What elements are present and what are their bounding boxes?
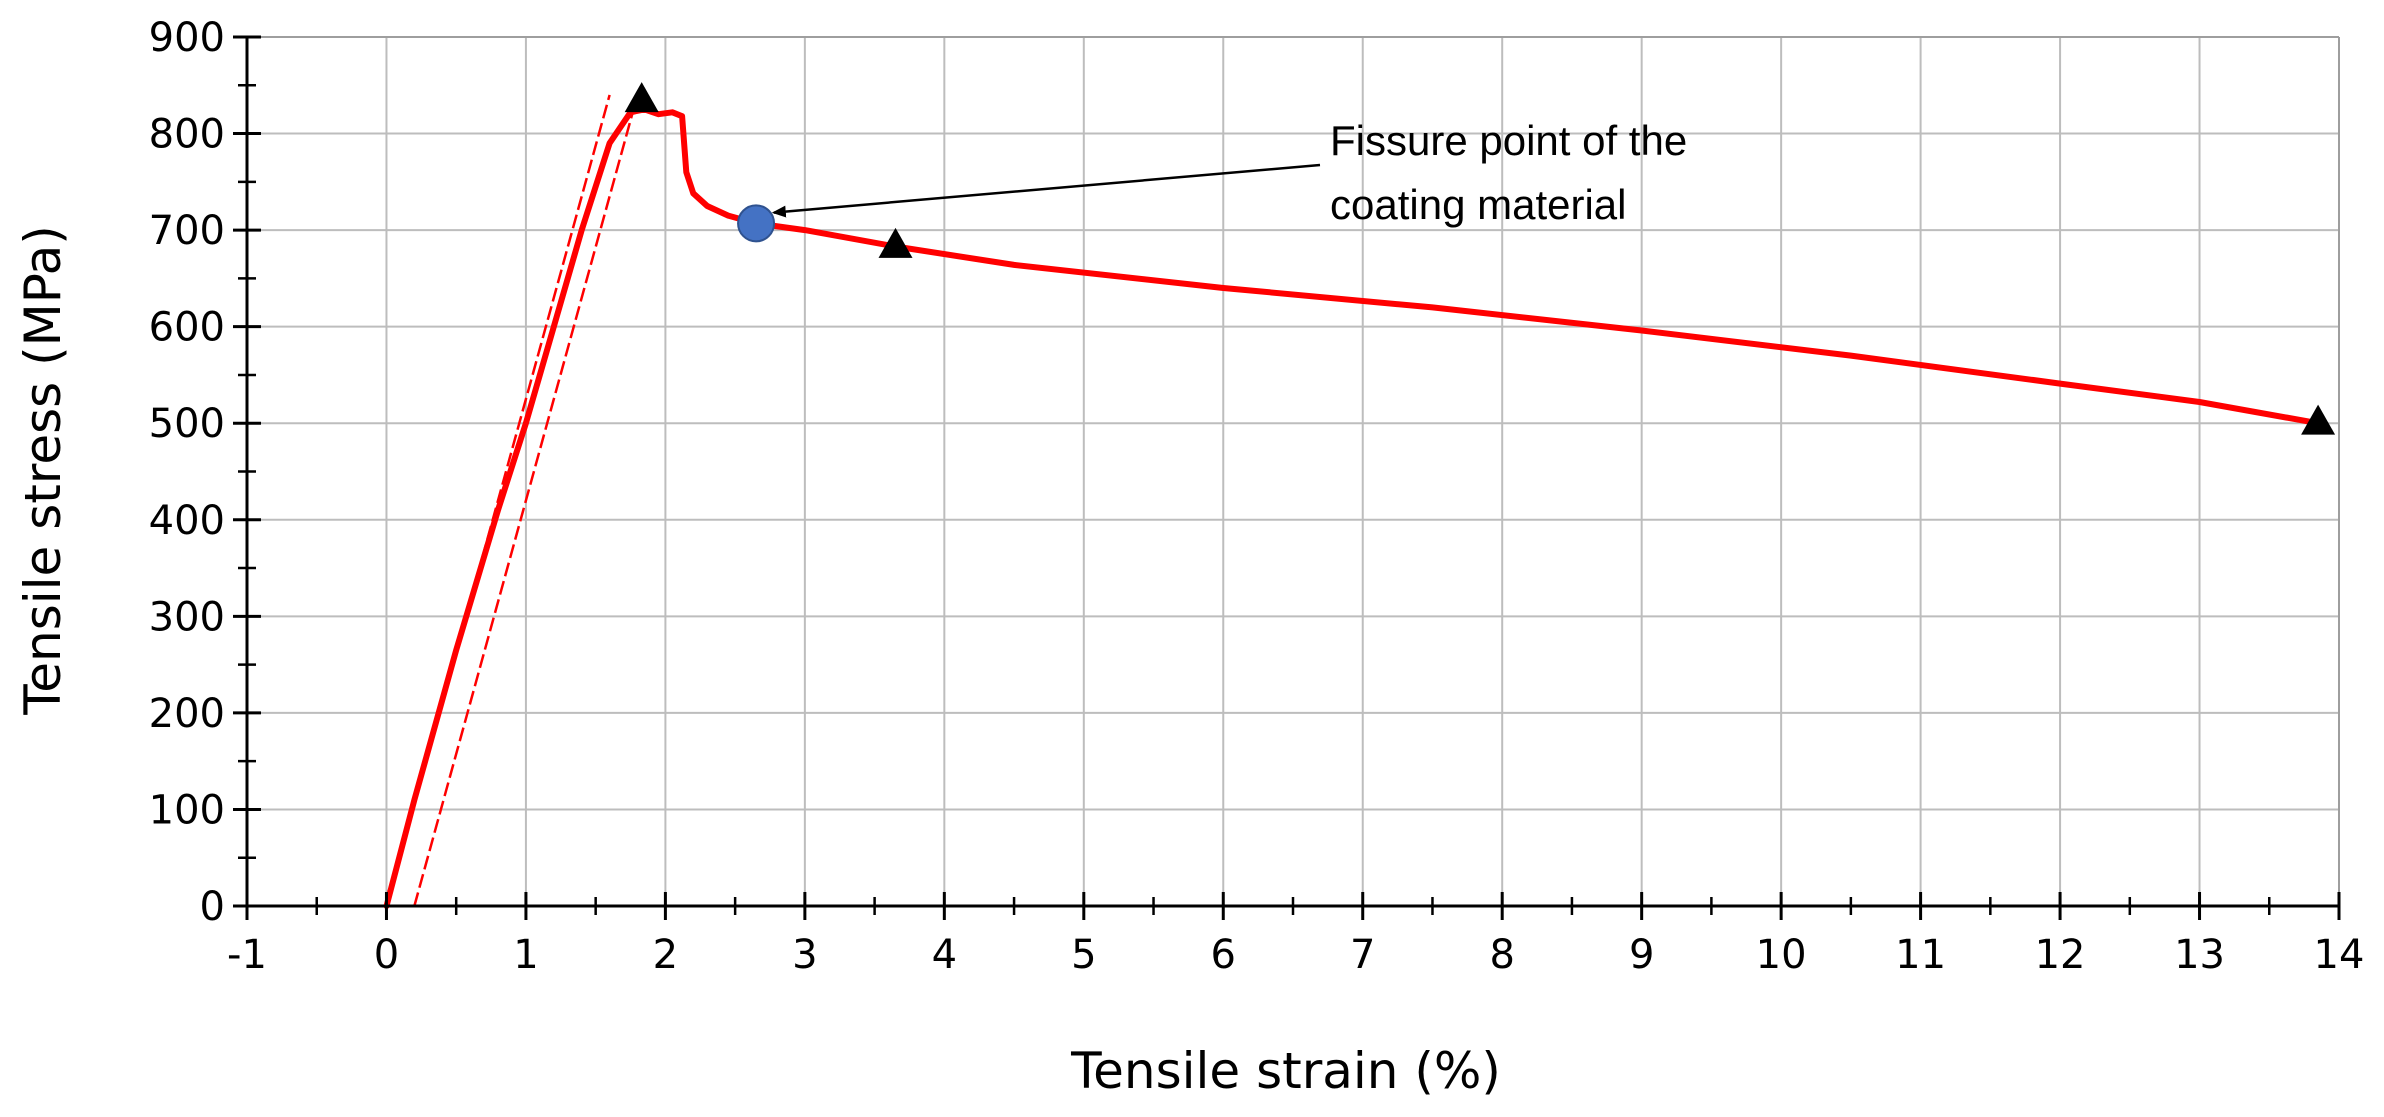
annotation-arrow [771,163,1321,218]
y-axis-title: Tensile stress (MPa) [14,225,72,716]
y-tick-label: 100 [149,787,225,833]
triangle-marker [624,82,659,113]
y-tick-label: 800 [149,112,225,158]
x-tick-label: -1 [227,932,267,978]
triangle-marker [2301,404,2336,435]
x-tick-label: 12 [2035,932,2086,978]
y-tick-label: 500 [149,401,225,447]
x-tick-label: 8 [1489,932,1514,978]
grid [246,36,2340,907]
y-tick-label: 600 [149,305,225,351]
x-tick-label: 0 [374,932,399,978]
x-tick-label: 6 [1211,932,1236,978]
y-tick-label: 200 [149,691,225,737]
annotation-text-line: Fissure point of the [1330,117,1687,164]
tick-labels: -1 0 1 2 3 4 5 6 7 8 9 10 11 12 13 14010020030040050060… [149,15,2365,978]
reference-lines [385,94,639,907]
markers [624,82,2336,435]
y-tick-label: 300 [149,594,225,640]
x-tick-label: 3 [792,932,817,978]
x-axis-title: Tensile strain (%) [1070,1042,1501,1100]
fissure-point-marker [737,204,776,243]
y-tick-label: 900 [149,15,225,61]
series-line-1 [383,106,2322,909]
x-tick-label: 10 [1756,932,1807,978]
annotations: Fissure point of the coating material [771,117,1687,228]
x-tick-label: 2 [653,932,678,978]
y-tick-label: 400 [149,498,225,544]
x-tick-label: 14 [2314,932,2365,978]
x-tick-label: 7 [1350,932,1375,978]
axes [233,35,2341,920]
x-tick-label: 4 [932,932,957,978]
x-tick-label: 5 [1071,932,1096,978]
annotation-text-line: coating material [1330,181,1626,228]
triangle-marker [878,227,913,258]
y-tick-label: 700 [149,208,225,254]
x-tick-label: 13 [2174,932,2225,978]
x-tick-label: 1 [513,932,538,978]
x-tick-label: 11 [1895,932,1946,978]
series [383,106,2322,909]
reference-line-2 [413,94,639,907]
x-tick-label: 9 [1629,932,1654,978]
y-tick-label: 0 [200,884,225,930]
